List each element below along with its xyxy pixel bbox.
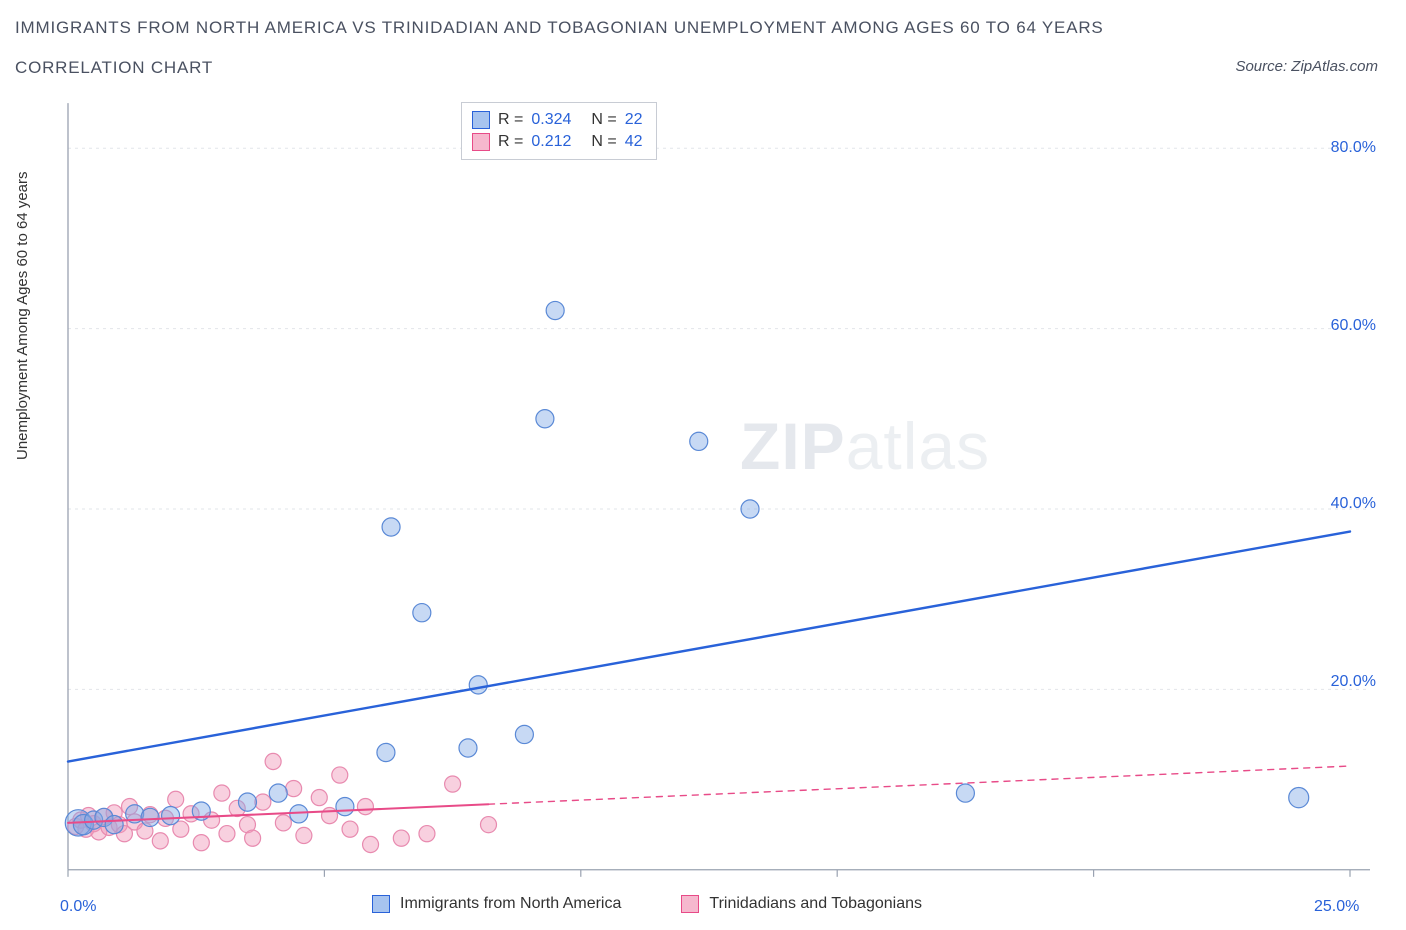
legend-item: Trinidadians and Tobagonians (681, 895, 922, 913)
legend-item: Immigrants from North America (372, 895, 621, 913)
legend-n-label: N = (591, 131, 616, 153)
y-axis-label: Unemployment Among Ages 60 to 64 years (14, 171, 31, 460)
legend-swatch (372, 895, 390, 913)
y-tick-label: 40.0% (1331, 495, 1376, 513)
legend-r-label: R = (498, 109, 523, 131)
source-attribution: Source: ZipAtlas.com (1235, 58, 1378, 75)
legend-swatch (681, 895, 699, 913)
chart-title-line2: CORRELATION CHART (15, 58, 213, 78)
legend-n-label: N = (591, 109, 616, 131)
y-tick-label: 20.0% (1331, 673, 1376, 691)
legend-r-value: 0.324 (531, 109, 583, 131)
y-tick-label: 80.0% (1331, 139, 1376, 157)
chart-svg (60, 95, 1381, 890)
legend-r-label: R = (498, 131, 523, 153)
scatter-chart (60, 95, 1381, 890)
legend-swatch (472, 133, 490, 151)
series-legend: Immigrants from North America Trinidadian… (372, 895, 922, 913)
y-tick-label: 60.0% (1331, 317, 1376, 335)
x-tick-label: 0.0% (60, 898, 96, 916)
x-tick-label: 25.0% (1314, 898, 1359, 916)
legend-row: R = 0.324 N = 22 (472, 109, 642, 131)
legend-r-value: 0.212 (531, 131, 583, 153)
legend-swatch (472, 111, 490, 129)
chart-title-line1: IMMIGRANTS FROM NORTH AMERICA VS TRINIDA… (15, 18, 1104, 38)
legend-label: Trinidadians and Tobagonians (709, 895, 922, 913)
legend-row: R = 0.212 N = 42 (472, 131, 642, 153)
legend-n-value: 22 (625, 109, 643, 131)
correlation-legend-box: R = 0.324 N = 22 R = 0.212 N = 42 (461, 102, 657, 160)
legend-label: Immigrants from North America (400, 895, 621, 913)
legend-n-value: 42 (625, 131, 643, 153)
